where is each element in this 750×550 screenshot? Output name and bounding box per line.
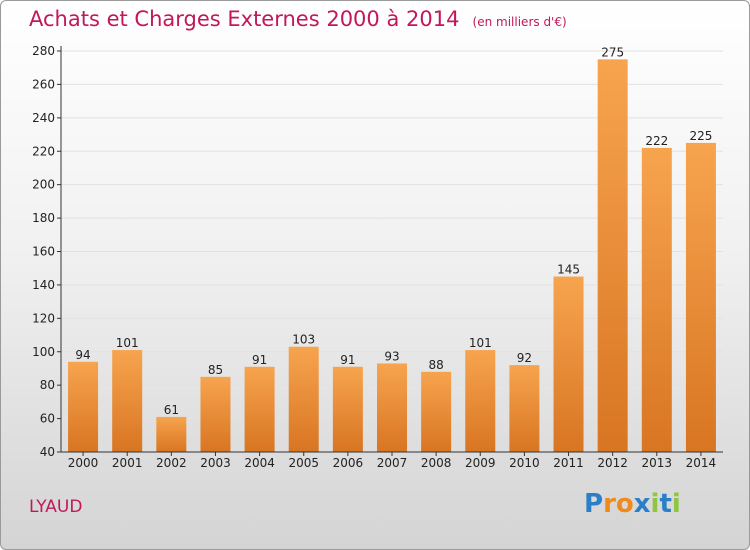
- commune-name: LYAUD: [29, 497, 83, 517]
- unit-text: (en milliers d'€): [472, 15, 567, 29]
- bar-2013: [641, 147, 672, 453]
- y-tick-label: 200: [32, 178, 55, 192]
- value-label: 145: [557, 263, 580, 277]
- bar-2009: [465, 350, 496, 452]
- proxiti-logo[interactable]: Proxiti: [584, 489, 681, 519]
- x-tick-label: 2004: [244, 456, 275, 470]
- value-label: 222: [645, 134, 668, 148]
- x-tick-label: 2014: [686, 456, 717, 470]
- x-tick-label: 2008: [421, 456, 452, 470]
- x-tick-label: 2009: [465, 456, 496, 470]
- y-tick-label: 40: [40, 445, 55, 459]
- bar-2014: [685, 142, 716, 453]
- x-tick-label: 2005: [288, 456, 319, 470]
- value-label: 225: [689, 129, 712, 143]
- y-tick-label: 220: [32, 144, 55, 158]
- bar-2007: [377, 363, 407, 452]
- x-tick-label: 2013: [642, 456, 673, 470]
- value-label: 93: [384, 349, 399, 363]
- value-label: 101: [469, 336, 492, 350]
- y-tick-label: 160: [32, 245, 55, 259]
- logo-letter: o: [615, 489, 634, 519]
- bar-2003: [200, 376, 231, 452]
- y-tick-label: 80: [40, 378, 55, 392]
- value-label: 92: [517, 351, 532, 365]
- x-tick-label: 2007: [377, 456, 408, 470]
- bars: [68, 59, 716, 453]
- x-tick-label: 2006: [333, 456, 364, 470]
- value-label: 61: [164, 403, 179, 417]
- logo-letter: i: [650, 489, 660, 519]
- x-tick-label: 2001: [112, 456, 143, 470]
- y-tick-label: 180: [32, 211, 55, 225]
- logo-letter: P: [584, 489, 604, 519]
- bar-2012: [597, 59, 628, 453]
- value-label: 85: [208, 363, 223, 377]
- x-tick-label: 2002: [156, 456, 187, 470]
- y-tick-label: 280: [32, 44, 55, 58]
- x-tick-label: 2012: [597, 456, 628, 470]
- y-tick-label: 140: [32, 278, 55, 292]
- bar-2005: [288, 346, 319, 452]
- bar-2002: [156, 416, 187, 452]
- value-label: 91: [252, 353, 267, 367]
- logo-letter: r: [603, 489, 616, 519]
- title-text: Achats et Charges Externes 2000 à 2014: [29, 7, 460, 31]
- value-label: 101: [116, 336, 139, 350]
- bar-2011: [553, 276, 584, 452]
- labels: 40 60 80 100 120 140 160 180 200 220 240 260 280 94 20…: [32, 44, 716, 470]
- value-label: 94: [75, 348, 90, 362]
- y-tick-label: 240: [32, 111, 55, 125]
- y-tick-label: 260: [32, 77, 55, 91]
- bar-2006: [332, 366, 363, 452]
- value-label: 275: [601, 45, 624, 59]
- y-tick-label: 60: [40, 412, 55, 426]
- value-label: 103: [292, 333, 315, 347]
- bar-2008: [421, 371, 452, 452]
- bar-2001: [112, 350, 143, 452]
- x-tick-label: 2000: [68, 456, 99, 470]
- chart-title: Achats et Charges Externes 2000 à 2014 (…: [29, 7, 567, 31]
- x-tick-label: 2011: [553, 456, 584, 470]
- value-label: 91: [340, 353, 355, 367]
- logo-letter: i: [671, 489, 681, 519]
- bar-2000: [68, 361, 99, 452]
- x-tick-label: 2003: [200, 456, 231, 470]
- logo-letter: t: [659, 489, 672, 519]
- logo-letter: x: [633, 489, 651, 519]
- value-label: 88: [428, 358, 443, 372]
- x-tick-label: 2010: [509, 456, 540, 470]
- bar-2004: [244, 366, 275, 452]
- y-tick-label: 120: [32, 311, 55, 325]
- y-tick-label: 100: [32, 345, 55, 359]
- axes: [57, 46, 723, 456]
- bar-2010: [509, 365, 540, 452]
